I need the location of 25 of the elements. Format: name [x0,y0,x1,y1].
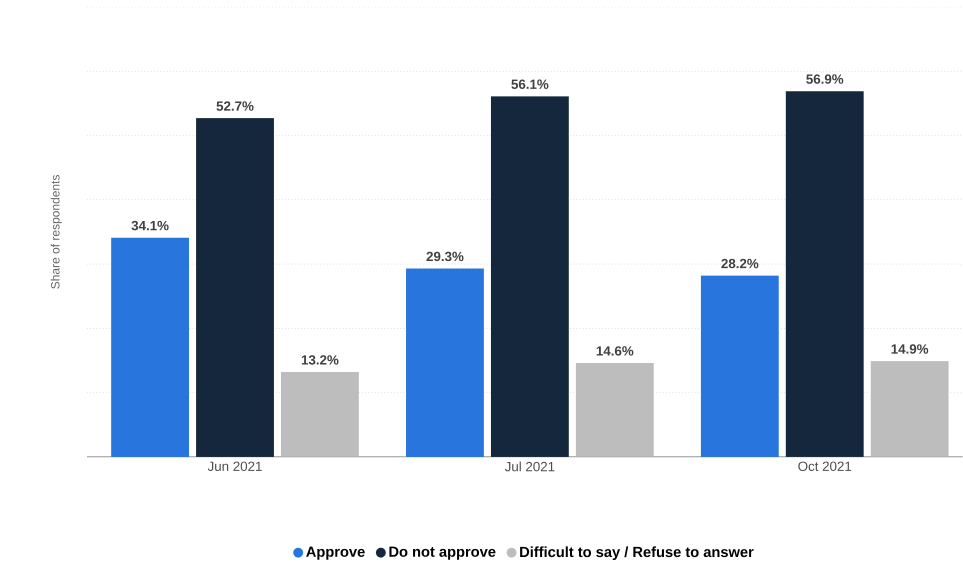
bar [870,361,949,457]
x-tick-label: Oct 2021 [798,462,852,472]
data-label: 56.1% [511,80,548,90]
bar [786,91,864,457]
data-label: 14.6% [596,346,634,356]
data-label: 56.9% [806,74,844,84]
bar [111,238,190,457]
data-label: 34.1% [132,220,169,230]
bar [700,276,779,457]
legend-label: Approve [306,546,365,560]
legend-label: Difficult to say / Refuse to answer [520,546,754,560]
bar [490,96,569,457]
bar [406,268,484,457]
bar [576,363,654,457]
data-label: 14.9% [892,344,928,354]
data-label: 29.3% [426,252,464,262]
data-label: 13.2% [302,355,338,365]
bar [196,118,274,457]
x-tick-label: Jul 2021 [504,462,554,472]
y-axis-title: Share of respondents [50,175,62,289]
legend-label: Do not approve [389,546,496,560]
data-label: 52.7% [216,101,254,111]
bar [281,372,359,457]
x-tick-label: Jun 2021 [208,462,262,472]
data-label: 28.2% [721,258,758,268]
